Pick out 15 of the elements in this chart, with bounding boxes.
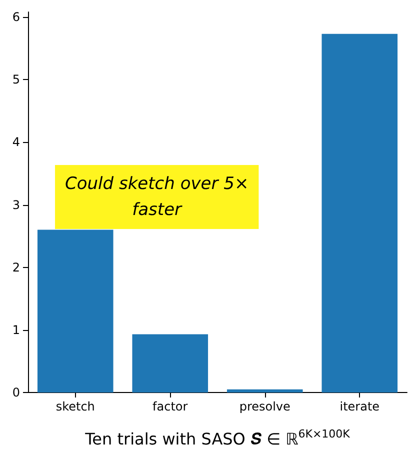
bar: [132, 334, 208, 392]
x-tick-label: presolve: [239, 400, 290, 414]
x-tick-label: iterate: [340, 400, 380, 414]
annotation: Could sketch over 5× faster: [64, 174, 249, 220]
y-tick-label: 2: [12, 260, 20, 274]
x-tick-label: sketch: [56, 400, 95, 414]
bar: [322, 34, 398, 392]
x-tick-label: factor: [152, 400, 188, 414]
y-tick-label: 6: [12, 10, 20, 24]
y-tick-label: 1: [12, 322, 20, 337]
bar: [226, 389, 303, 392]
y-tick-label: 4: [12, 135, 20, 150]
y-tick-label: 3: [12, 198, 20, 212]
y-tick-label: 5: [12, 72, 20, 87]
y-tick-label: 0: [12, 386, 20, 400]
